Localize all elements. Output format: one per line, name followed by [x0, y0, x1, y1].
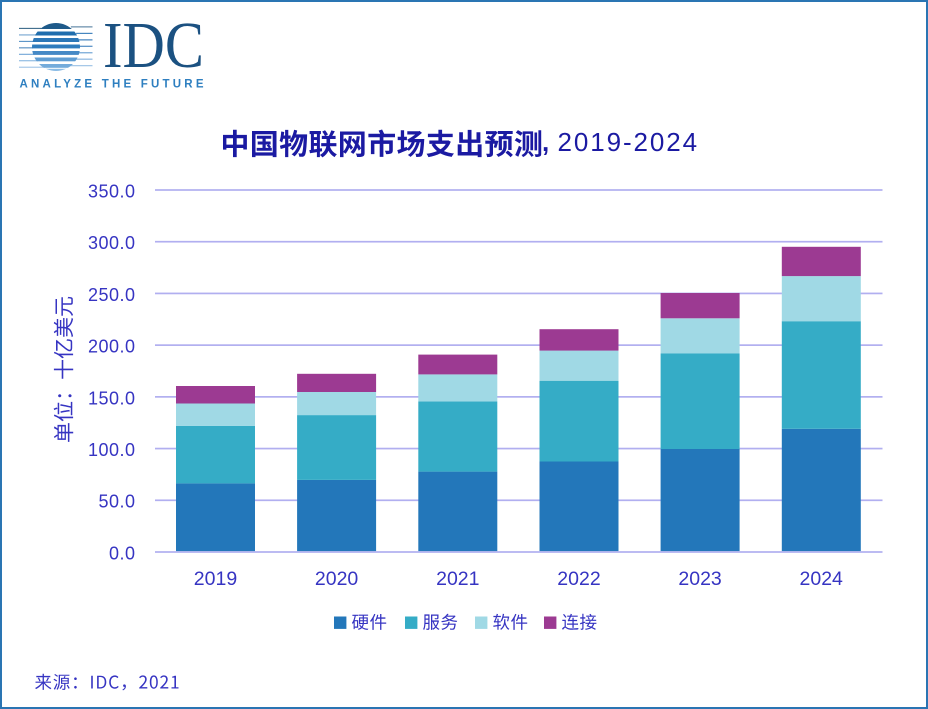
- svg-text:2019-2024: 2019-2024: [557, 127, 698, 157]
- svg-text:350.0: 350.0: [87, 181, 135, 201]
- svg-text:2020: 2020: [314, 567, 358, 589]
- svg-text:2022: 2022: [557, 567, 600, 589]
- svg-text:200.0: 200.0: [87, 336, 135, 356]
- svg-text:100.0: 100.0: [87, 440, 135, 460]
- svg-text:2021: 2021: [436, 567, 479, 589]
- svg-text:2023: 2023: [678, 567, 721, 589]
- svg-text:300.0: 300.0: [87, 233, 135, 253]
- svg-text:2024: 2024: [799, 567, 843, 589]
- svg-text:IDC: IDC: [103, 9, 204, 82]
- svg-text:,: ,: [542, 127, 549, 157]
- svg-text:2019: 2019: [193, 567, 236, 589]
- svg-text:0.0: 0.0: [108, 543, 135, 563]
- svg-text:150.0: 150.0: [87, 388, 135, 408]
- svg-text:ANALYZE THE FUTURE: ANALYZE THE FUTURE: [19, 78, 203, 90]
- svg-text:50.0: 50.0: [98, 491, 135, 511]
- svg-text:250.0: 250.0: [87, 284, 135, 304]
